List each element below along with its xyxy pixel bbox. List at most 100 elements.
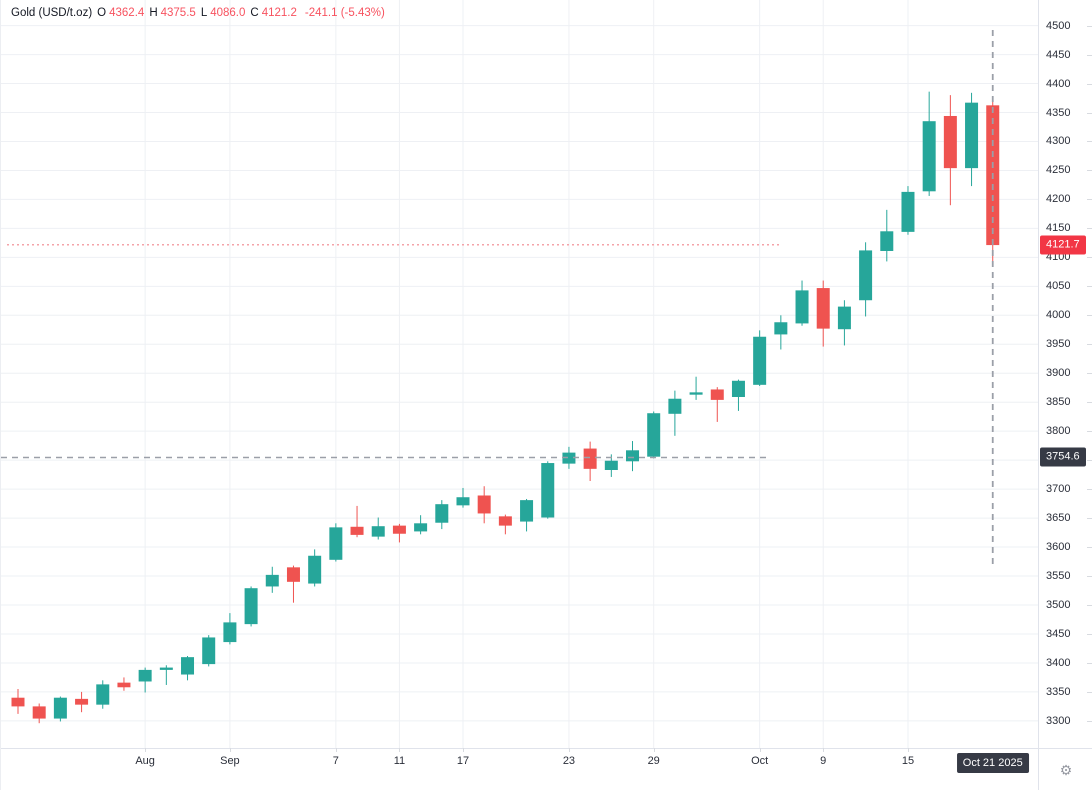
price-axis-label: 3550 (1046, 570, 1071, 583)
candle-20[interactable] (414, 515, 428, 535)
price-axis-label: 4150 (1046, 222, 1071, 235)
candle-33[interactable] (689, 376, 703, 400)
candle-31[interactable] (647, 411, 661, 459)
price-axis-label: 4450 (1046, 48, 1071, 61)
high-label: H (149, 7, 158, 19)
candle-18[interactable] (371, 517, 385, 540)
candle-body (308, 555, 322, 584)
price-axis-tick (1087, 576, 1092, 578)
close-value: 4121.2 (261, 7, 297, 19)
candle-8[interactable] (159, 665, 173, 685)
candle-23[interactable] (477, 486, 491, 524)
candle-body (53, 697, 67, 719)
price-axis-tick (1087, 633, 1092, 635)
price-axis-tick (1087, 662, 1092, 664)
candle-30[interactable] (626, 441, 640, 472)
candle-body (329, 527, 343, 560)
candle-body (647, 413, 661, 457)
time-axis-label: 23 (562, 755, 576, 767)
candle-10[interactable] (202, 635, 216, 667)
candle-22[interactable] (456, 487, 470, 508)
candle-6[interactable] (117, 677, 131, 691)
price-axis-label: 4350 (1046, 106, 1071, 119)
candle-40[interactable] (837, 300, 851, 346)
candle-13[interactable] (265, 566, 279, 593)
candle-body (32, 706, 46, 719)
candle-body (774, 322, 788, 335)
candle-21[interactable] (435, 500, 449, 530)
candle-16[interactable] (329, 523, 343, 562)
candle-35[interactable] (731, 379, 745, 411)
price-axis[interactable]: 4121.7 3754.6 4500 4450 4400 4350 4300 4250 42… (1038, 0, 1092, 748)
candle-36[interactable] (753, 330, 767, 386)
candle-41[interactable] (859, 242, 873, 317)
close-label: C (250, 7, 259, 19)
candle-43[interactable] (901, 186, 915, 235)
candle-body (816, 288, 830, 329)
price-axis-tick (1087, 547, 1092, 549)
price-axis-tick (1087, 489, 1092, 491)
chart-plot-area[interactable] (1, 0, 1038, 748)
chart-legend: Gold (USD/t.oz) O 4362.4 H 4375.5 L 4086.0 C 412… (11, 5, 385, 21)
candle-9[interactable] (181, 655, 195, 681)
candle-26[interactable] (541, 461, 555, 519)
candle-44[interactable] (922, 91, 936, 196)
candle-39[interactable] (816, 280, 830, 347)
candle-34[interactable] (710, 387, 724, 422)
time-axis-tick (907, 748, 909, 752)
candle-17[interactable] (350, 505, 364, 538)
last-price-badge: 4121.7 (1040, 235, 1086, 255)
chart-settings-button[interactable]: ⚙ (1053, 759, 1079, 781)
candle-body (541, 463, 555, 518)
candle-42[interactable] (880, 209, 894, 262)
candle-3[interactable] (53, 696, 67, 722)
candle-body (837, 306, 851, 330)
candle-15[interactable] (308, 549, 322, 587)
candle-28[interactable] (583, 441, 597, 482)
candle-25[interactable] (520, 498, 534, 532)
price-axis-tick (1087, 199, 1092, 201)
time-axis[interactable]: Oct 21 2025 Aug Sep 7 11 17 23 29 Oct 9 15 (1, 748, 1038, 790)
candle-38[interactable] (795, 280, 809, 326)
time-axis-label: 17 (456, 755, 470, 767)
candle-2[interactable] (32, 703, 46, 724)
candle-27[interactable] (562, 446, 576, 469)
candle-14[interactable] (286, 565, 300, 603)
candle-body (477, 495, 491, 514)
candlestick-plot[interactable] (1, 0, 1038, 748)
candle-body (435, 504, 449, 523)
candle-body (562, 452, 576, 464)
price-axis-tick (1087, 691, 1092, 693)
candle-body (371, 526, 385, 537)
candle-body (901, 191, 915, 232)
price-axis-tick (1087, 228, 1092, 230)
candle-1[interactable] (11, 689, 25, 714)
candle-24[interactable] (498, 514, 512, 535)
price-axis-tick (1087, 518, 1092, 520)
candle-37[interactable] (774, 315, 788, 350)
candle-body (922, 121, 936, 192)
price-axis-label: 3600 (1046, 541, 1071, 554)
candle-body (880, 231, 894, 251)
candle-5[interactable] (96, 680, 110, 709)
price-axis-label: 3400 (1046, 656, 1071, 669)
low-value: 4086.0 (210, 7, 246, 19)
candle-45[interactable] (943, 95, 957, 206)
candle-46[interactable] (965, 92, 979, 187)
price-axis-tick (1087, 54, 1092, 56)
time-axis-tick (335, 748, 337, 752)
time-axis-label: 15 (901, 755, 915, 767)
axis-corner: ⚙ (1038, 748, 1092, 790)
candle-32[interactable] (668, 390, 682, 436)
time-axis-tick (823, 748, 825, 752)
candle-19[interactable] (392, 523, 406, 543)
candle-12[interactable] (244, 586, 258, 627)
candle-4[interactable] (75, 691, 89, 713)
candle-body (520, 500, 534, 522)
time-axis-label: 7 (332, 755, 339, 767)
candle-11[interactable] (223, 613, 237, 645)
low-label: L (200, 7, 208, 19)
candle-7[interactable] (138, 667, 152, 693)
high-value: 4375.5 (160, 7, 196, 19)
price-axis-label: 3350 (1046, 685, 1071, 698)
